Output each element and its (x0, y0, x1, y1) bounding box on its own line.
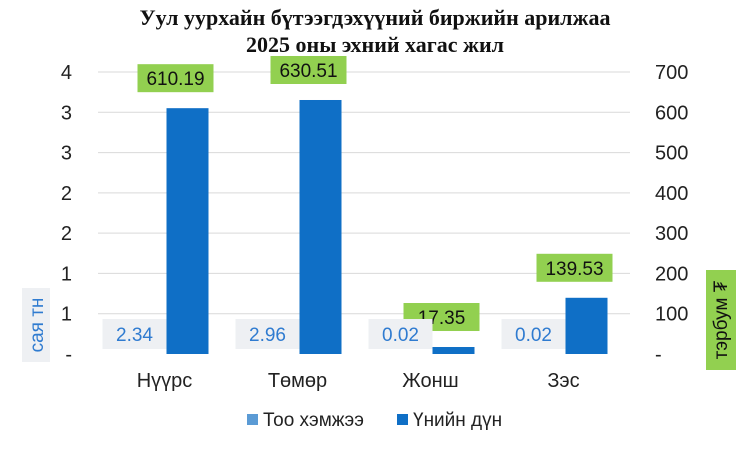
value-bar (166, 108, 209, 354)
left-axis-title-background (22, 288, 50, 362)
quantity-data-label-background (102, 319, 167, 349)
left-axis-tick-label: - (65, 344, 72, 366)
right-axis-title: тэрбум ₮ (711, 280, 732, 359)
value-data-label-background (137, 64, 214, 93)
legend-label-quantity: Тоо хэмжээ (263, 410, 364, 431)
quantity-data-label: 0.02 (382, 325, 419, 346)
right-axis-tick-label: 300 (655, 223, 688, 245)
quantity-data-label: 0.02 (515, 325, 552, 346)
quantity-data-label-background (235, 319, 300, 349)
left-axis-tick-label: 3 (61, 102, 72, 124)
legend-swatch-value (397, 414, 408, 425)
legend-label-value: Үнийн дүн (413, 410, 502, 431)
left-axis-tick-label: 3 (61, 143, 72, 165)
category-label: Зэс (547, 370, 579, 392)
right-axis-tick-label: 500 (655, 143, 688, 165)
left-axis-title: сая тн (27, 298, 48, 353)
value-data-label: 139.53 (545, 259, 603, 280)
legend-swatch-quantity (247, 414, 258, 425)
right-axis-tick-label: 700 (655, 62, 688, 84)
quantity-data-label-background (501, 319, 566, 349)
category-label: Төмөр (268, 370, 327, 392)
right-axis-title-background (706, 270, 736, 370)
value-bar (565, 297, 608, 354)
left-axis-tick-label: 1 (61, 304, 72, 326)
quantity-data-label-background (368, 319, 433, 349)
right-axis-tick-label: 200 (655, 263, 688, 285)
right-axis-tick-label: 400 (655, 183, 688, 205)
left-axis-tick-label: 2 (61, 183, 72, 205)
chart-title-line-1: Уул уурхайн бүтээгдэхүүний биржийн арилж… (139, 5, 611, 30)
value-bar (432, 347, 475, 354)
value-data-label: 610.19 (146, 69, 204, 90)
chart-title: Уул уурхайн бүтээгдэхүүний биржийн арилж… (0, 4, 750, 58)
right-axis-tick-label: 600 (655, 102, 688, 124)
category-label: Жонш (402, 370, 458, 392)
category-label: Нүүрс (137, 370, 193, 392)
left-axis-tick-label: 2 (61, 223, 72, 245)
chart-title-line-2: 2025 оны эхний хагас жил (246, 32, 504, 57)
right-axis-tick-label: 100 (655, 304, 688, 326)
left-axis-tick-label: 1 (61, 263, 72, 285)
value-data-label-background (270, 55, 347, 84)
right-axis-tick-label: - (655, 344, 662, 366)
value-data-label-background (536, 253, 613, 282)
value-data-label: 630.51 (279, 61, 337, 82)
value-bar (299, 99, 342, 355)
left-axis-tick-label: 4 (61, 62, 72, 84)
quantity-data-label: 2.96 (249, 325, 286, 346)
quantity-data-label: 2.34 (116, 325, 153, 346)
